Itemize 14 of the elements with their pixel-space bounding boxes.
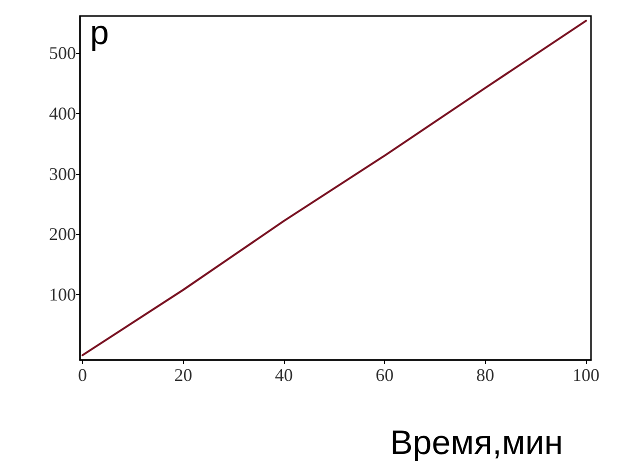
x-tick-label: 60 — [376, 365, 394, 385]
y-tick-label: 400 — [49, 103, 76, 124]
line-series — [82, 20, 587, 356]
y-tick-label: 500 — [49, 42, 76, 63]
x-axis-title: Время,мин — [390, 424, 564, 462]
y-tick-label: 100 — [49, 284, 76, 305]
x-tick-label: 20 — [174, 365, 192, 385]
x-tick-label: 100 — [572, 365, 600, 385]
y-tick-label: 200 — [49, 224, 76, 244]
x-tick-label: 40 — [274, 365, 293, 385]
y-axis-title: p — [90, 14, 109, 52]
x-tick-label: 0 — [78, 365, 88, 385]
x-tick-label: 80 — [476, 365, 494, 385]
y-tick-label: 300 — [49, 164, 76, 184]
